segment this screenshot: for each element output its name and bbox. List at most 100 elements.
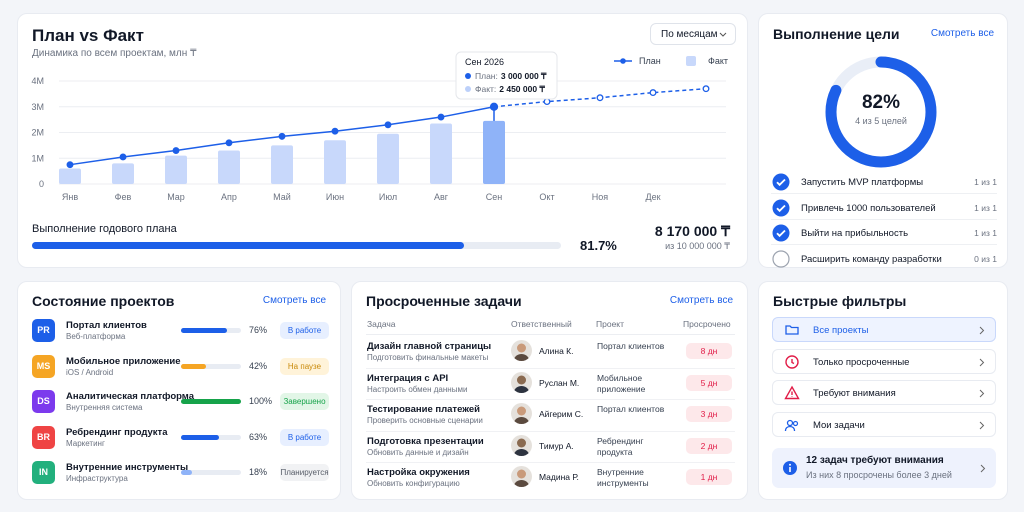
row-rule bbox=[366, 462, 735, 463]
avatar-figure bbox=[513, 343, 530, 361]
avatar bbox=[511, 466, 532, 487]
goal-count: 1 из 1 bbox=[974, 177, 997, 187]
task-sub: Обновить конфигурацию bbox=[367, 479, 460, 488]
task-title: Тестирование платежей bbox=[367, 404, 480, 415]
progress-label: 100% bbox=[249, 396, 273, 406]
donut-arc bbox=[825, 56, 937, 168]
project-name: Внутренние инструменты bbox=[66, 462, 189, 473]
progress-label: 42% bbox=[249, 360, 268, 371]
tooltip-title: Сен 2026 bbox=[465, 57, 504, 67]
filter-item[interactable]: Только просроченные bbox=[772, 348, 996, 374]
see-all[interactable]: Смотреть все bbox=[669, 295, 733, 306]
column-header: Ответственный bbox=[511, 319, 572, 329]
project-sub: Инфраструктура bbox=[66, 474, 128, 483]
project-icon: MS bbox=[32, 354, 55, 378]
panel-title: Быстрые фильтры bbox=[773, 293, 907, 309]
plan-point bbox=[649, 89, 657, 97]
plan-fact-panel: План vs Факт Динамика по всем проектам, … bbox=[17, 13, 748, 268]
task-title: Подготовка презентации bbox=[367, 435, 484, 447]
bar bbox=[271, 145, 293, 184]
column-header: Задача bbox=[367, 319, 396, 329]
status-pill: В работе bbox=[280, 322, 329, 339]
row-rule bbox=[366, 430, 735, 432]
progress-track bbox=[181, 434, 241, 440]
person: Алина К. bbox=[539, 346, 574, 356]
tooltip-label: План: bbox=[475, 71, 498, 81]
panel-title: Состояние проектов bbox=[32, 293, 175, 309]
annual-percent: 81.7% bbox=[580, 238, 617, 253]
project-icon: PR bbox=[32, 319, 55, 342]
legend-label: Факт bbox=[708, 56, 728, 66]
bar bbox=[430, 123, 452, 184]
progress-fill bbox=[181, 328, 227, 333]
header-rule bbox=[366, 334, 735, 335]
overdue-badge: 8 дн bbox=[686, 343, 732, 359]
avatar-figure bbox=[513, 375, 530, 393]
column-header: Проект bbox=[596, 319, 624, 329]
row-rule bbox=[366, 367, 735, 369]
bar bbox=[483, 120, 505, 184]
see-all[interactable]: Смотреть все bbox=[262, 295, 326, 306]
avatar bbox=[511, 371, 532, 393]
plan-point bbox=[225, 139, 233, 147]
chevron bbox=[979, 358, 985, 366]
check-icon bbox=[772, 199, 790, 216]
plan-point bbox=[172, 147, 180, 154]
chevron bbox=[979, 421, 985, 429]
filter-label: Все проекты bbox=[813, 325, 869, 336]
y-tick-label: 1M bbox=[31, 153, 44, 163]
x-tick-label: Ноя bbox=[592, 192, 609, 202]
bar bbox=[165, 155, 187, 184]
task-title: Интеграция с API bbox=[367, 372, 449, 384]
task-sub: Обновить данные и дизайн bbox=[367, 447, 469, 457]
empty-check bbox=[772, 249, 790, 268]
project-sub: iOS / Android bbox=[66, 367, 114, 377]
project-name: Аналитическая платформа bbox=[66, 391, 194, 402]
goal-caption: 4 из 5 целей bbox=[855, 116, 907, 126]
y-tick-label: 2M bbox=[31, 128, 44, 138]
goal-item: Расширить команду разработки 0 из 1 bbox=[771, 246, 997, 271]
column-header: Просрочено bbox=[683, 319, 731, 329]
filter-icon bbox=[785, 354, 799, 369]
check-icon bbox=[772, 173, 790, 191]
project-icon: DS bbox=[32, 390, 55, 413]
plan-point bbox=[702, 85, 710, 93]
tasks-panel: Просроченные задачи Смотреть все Задача О… bbox=[351, 281, 748, 500]
filter-item[interactable]: Все проекты bbox=[772, 317, 996, 342]
bar bbox=[218, 150, 240, 184]
see-all[interactable]: Смотреть все bbox=[930, 28, 994, 39]
project: Ребрендинг продукта bbox=[597, 435, 644, 457]
project-sub: Маркетинг bbox=[66, 438, 105, 448]
tooltip-dot bbox=[465, 86, 471, 92]
project: Внутренние инструменты bbox=[597, 467, 649, 488]
filter-item[interactable]: Мои задачи bbox=[772, 411, 996, 437]
status-pill: Планируется bbox=[280, 464, 329, 481]
task-title: Настройка окружения bbox=[367, 467, 470, 478]
chart: 0 1M 2M 3M 4M Янв Фев Мар Апр Май Июн Июл Авг Сен Окт Н… bbox=[31, 51, 728, 202]
progress-label: 18% bbox=[249, 467, 268, 477]
goal-item: Привлечь 1000 пользователей 1 из 1 bbox=[771, 195, 997, 220]
y-tick-label: 3M bbox=[31, 102, 44, 112]
goal-count: 1 из 1 bbox=[974, 202, 997, 213]
filter-item[interactable]: Требуют внимания bbox=[772, 380, 996, 405]
avatar bbox=[511, 403, 532, 424]
notice-text: Из них 8 просрочены более 3 дней bbox=[806, 470, 952, 480]
project: Портал клиентов bbox=[597, 404, 665, 414]
tooltip-row: Факт: 2 450 000 ₸ bbox=[475, 84, 545, 94]
legend-dot bbox=[620, 58, 626, 64]
tooltip-dot bbox=[465, 73, 471, 79]
goal-percent: 82% bbox=[861, 92, 901, 113]
annual-amount: 8 170 000 ₸ bbox=[654, 223, 730, 239]
check-icon bbox=[772, 224, 790, 242]
tooltip-value: 2 450 000 ₸ bbox=[499, 84, 545, 94]
progress-fill bbox=[181, 470, 192, 475]
x-tick-label: Авг bbox=[434, 192, 449, 202]
x-tick-label: Дек bbox=[645, 192, 660, 202]
x-tick-label: Фев bbox=[115, 192, 132, 202]
project-name: Мобильное приложение bbox=[66, 355, 181, 367]
goal-label: Привлечь 1000 пользователей bbox=[801, 202, 936, 214]
person: Айгерим С. bbox=[539, 409, 584, 419]
period-select[interactable]: По месяцам bbox=[650, 23, 736, 45]
info-icon bbox=[783, 461, 797, 475]
notice[interactable]: 12 задач требуют внимания Из них 8 проср… bbox=[772, 448, 996, 488]
